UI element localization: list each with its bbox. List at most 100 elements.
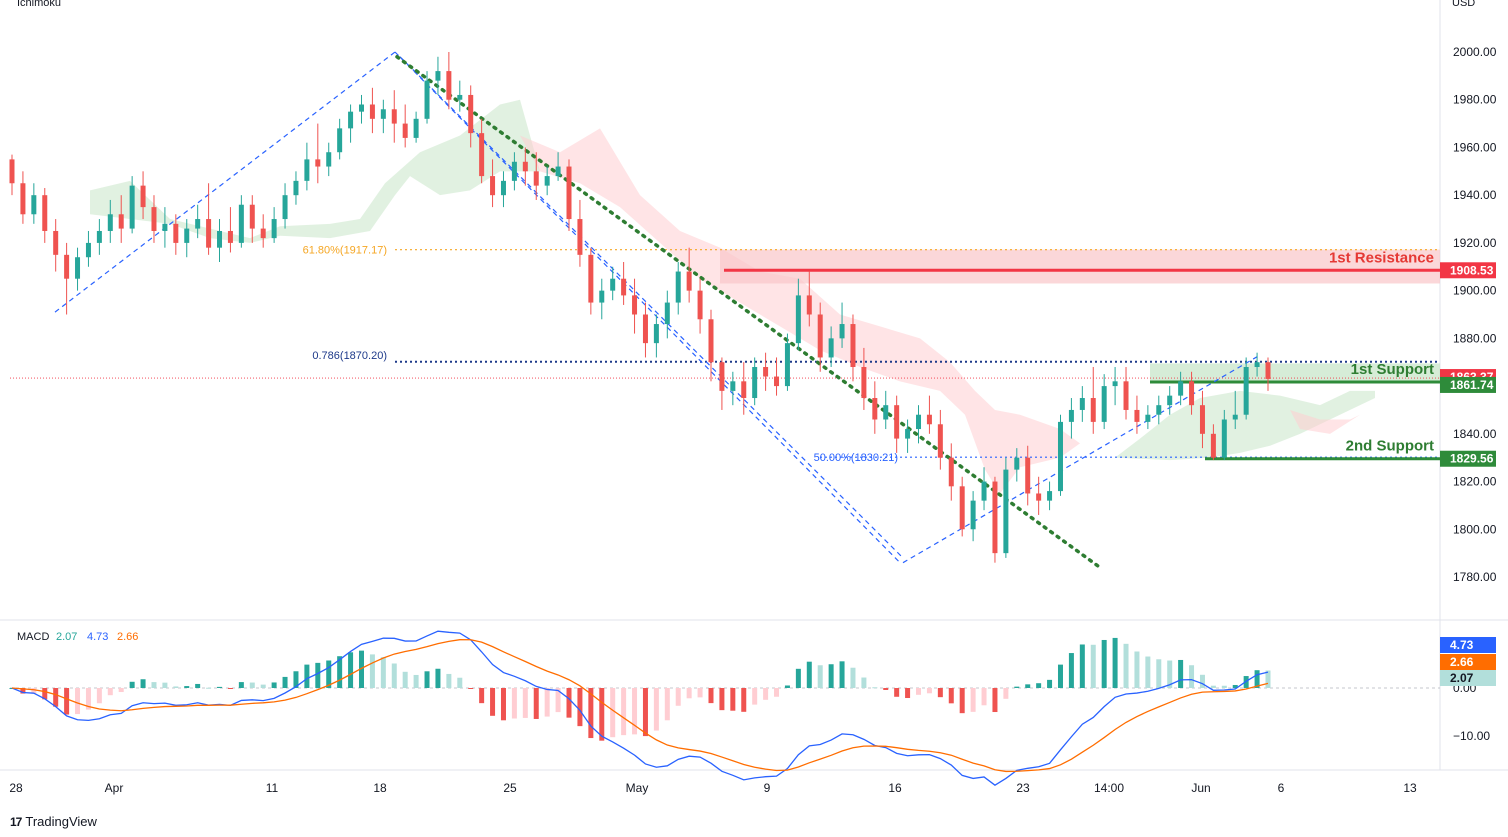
candle-body [42,195,48,231]
candle-body [774,376,780,387]
macd-histogram-bar [162,682,168,688]
macd-line [11,630,1269,786]
candle-body [107,214,113,231]
macd-histogram-bar [348,652,354,688]
candle-body [75,257,81,279]
candle-body [719,362,725,391]
macd-histogram-bar [75,688,81,715]
macd-histogram-bar [883,688,889,690]
macd-histogram-bar [457,677,463,688]
macd-histogram-bar [1156,659,1162,688]
price-tag-label: 1861.74 [1450,378,1494,392]
candle-body [1101,386,1107,422]
macd-histogram-bar [435,668,441,688]
macd-histogram-bar [260,684,266,688]
macd-pane: MACD 2.07 4.73 2.660.00−10.004.732.662.07 [9,630,1496,786]
macd-histogram-bar [1134,651,1140,688]
macd-histogram-bar [391,663,397,688]
ichimoku-cloud [90,99,1375,494]
candle-body [479,133,485,177]
macd-histogram-bar [839,661,845,688]
candle-body [621,278,627,296]
macd-histogram-bar [380,657,386,688]
candle-body [599,290,605,303]
time-tick-label: 28 [9,781,23,795]
macd-histogram-bar [675,688,681,706]
macd-histogram-bar [85,688,91,710]
candle-body [1025,457,1031,494]
candle-body [446,71,452,100]
macd-value-tag [1440,670,1496,686]
macd-histogram-bar [642,688,648,737]
macd-histogram-bar [621,688,627,736]
macd-histogram-bar [413,674,419,688]
candle-body [282,195,288,220]
candle-body [173,223,179,243]
candle-body [828,338,834,358]
candle-body [260,228,266,239]
candle-body [948,457,954,487]
time-tick-label: 9 [764,781,771,795]
fib-trend-up-line [54,51,396,313]
candle-body [162,223,168,231]
candle-body [238,204,244,243]
candle-body [184,228,190,243]
macd-histogram-bar [1232,684,1238,688]
macd-histogram-bar [315,662,321,688]
macd-histogram-bar [795,668,801,688]
candle-body [293,180,299,196]
macd-histogram-bar [446,673,452,688]
candle-body [1057,421,1063,492]
macd-histogram-bar [206,687,212,689]
candle-body [632,295,638,315]
macd-histogram-bar [981,688,987,706]
macd-histogram-bar [1265,670,1271,688]
macd-histogram-bar [129,681,135,688]
candle-body [959,486,965,530]
candle-body [85,242,91,258]
time-tick-label: 18 [373,781,387,795]
macd-histogram-bar [468,688,474,689]
tradingview-brand[interactable]: 17 TradingView [10,814,97,829]
candle-body [1254,362,1260,367]
macd-histogram-bar [1189,665,1195,688]
macd-histogram-bar [337,656,343,688]
macd-histogram-bar [566,688,572,718]
candle-body [511,161,517,181]
price-tick-label: 1780.00 [1453,570,1497,584]
candle-body [1068,409,1074,422]
candle-body [970,500,976,530]
macd-histogram-bar [1036,683,1042,688]
macd-histogram-bar [293,671,299,688]
macd-histogram-bar [763,688,769,700]
candle-body [1167,395,1173,406]
macd-histogram-bar [894,688,900,697]
downtrend-line [395,55,1102,570]
time-tick-label: 13 [1403,781,1417,795]
candle-body [402,123,408,138]
candle-body [610,278,616,291]
candle-body [413,118,419,138]
time-tick-label: 11 [266,781,279,795]
candle-body [271,219,277,239]
candle-body [1047,491,1053,501]
candle-body [64,254,70,279]
candle-body [424,80,430,119]
macd-histogram-bar [1199,674,1205,688]
brand-name: TradingView [25,814,97,829]
price-tick-label: 1960.00 [1453,140,1497,154]
price-tick-label: 1840.00 [1453,427,1497,441]
macd-histogram-bar [599,688,605,741]
candle-body [926,414,932,425]
annotation-label: 2nd Support [1346,438,1434,455]
macd-histogram-bar [249,682,255,688]
macd-histogram-bar [96,688,102,704]
price-tag [1440,262,1496,279]
candle-body [391,109,397,124]
candle-body [1178,381,1184,396]
macd-histogram-bar [227,688,233,689]
macd-tick-label: −10.00 [1453,729,1490,743]
candle-body [337,128,343,153]
